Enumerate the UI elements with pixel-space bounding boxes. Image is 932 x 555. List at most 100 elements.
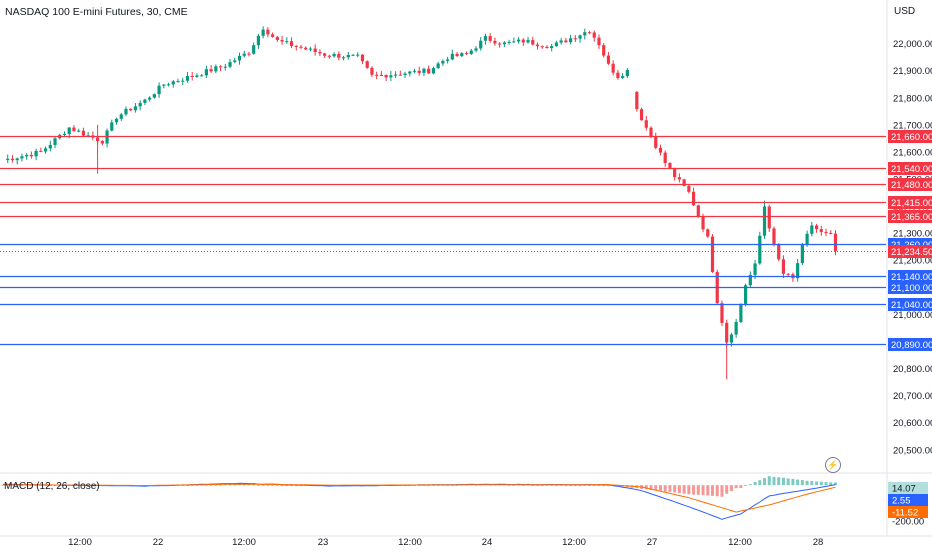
candle-body bbox=[516, 39, 521, 42]
candle-body bbox=[412, 70, 417, 72]
macd-histogram-bar bbox=[441, 485, 445, 486]
macd-histogram-bar bbox=[578, 485, 582, 486]
macd-histogram-bar bbox=[185, 485, 189, 486]
candle-body bbox=[819, 229, 823, 233]
candle-body bbox=[289, 41, 294, 46]
candle-body bbox=[34, 150, 38, 157]
candle-body bbox=[786, 273, 790, 275]
candle-body bbox=[341, 57, 346, 59]
macd-histogram-bar bbox=[569, 485, 573, 486]
macd-histogram-bar bbox=[824, 482, 828, 486]
macd-histogram-bar bbox=[446, 485, 450, 486]
level-price-label: 21,040.00 bbox=[891, 300, 932, 311]
candle-body bbox=[441, 60, 445, 64]
candle-body bbox=[308, 48, 313, 50]
candle-body bbox=[313, 48, 317, 53]
macd-histogram-bar bbox=[767, 476, 771, 486]
macd-histogram-bar bbox=[725, 485, 729, 494]
time-axis-label: 12:00 bbox=[562, 537, 586, 548]
candle-body bbox=[228, 62, 232, 67]
candle-body bbox=[720, 303, 724, 323]
macd-histogram-bar bbox=[204, 484, 208, 486]
price-tick-label: 20,500.00 bbox=[893, 445, 932, 456]
candle-body bbox=[233, 60, 237, 63]
macd-histogram-bar bbox=[450, 485, 454, 486]
macd-title: MACD (12, 26, close) bbox=[4, 481, 100, 492]
candle-body bbox=[294, 45, 298, 47]
candle-body bbox=[398, 74, 402, 76]
candle-body bbox=[119, 114, 123, 119]
candle-body bbox=[124, 108, 128, 115]
macd-histogram-bar bbox=[44, 485, 48, 486]
macd-histogram-bar bbox=[195, 484, 199, 486]
candle-body bbox=[252, 45, 256, 54]
currency-label[interactable]: USD bbox=[894, 6, 916, 17]
macd-histogram-bar bbox=[592, 485, 596, 486]
candle-body bbox=[271, 34, 275, 37]
macd-histogram-bar bbox=[810, 481, 814, 486]
candle-body bbox=[583, 32, 587, 36]
last-price-tag bbox=[888, 245, 932, 258]
candle-body bbox=[687, 185, 691, 192]
macd-histogram-value: 14.07 bbox=[892, 484, 916, 495]
candle-body bbox=[67, 127, 71, 134]
candle-body bbox=[337, 53, 341, 58]
macd-histogram-bar bbox=[663, 485, 667, 492]
macd-histogram-bar bbox=[1, 484, 5, 486]
candle-body bbox=[261, 29, 265, 36]
candle-body bbox=[446, 59, 450, 61]
candle-body bbox=[360, 54, 365, 62]
candle-body bbox=[729, 334, 734, 343]
candle-body bbox=[450, 53, 454, 60]
candle-body bbox=[379, 74, 383, 76]
candle-body bbox=[157, 85, 161, 95]
macd-histogram-bar bbox=[256, 484, 260, 486]
candle-body bbox=[332, 53, 336, 57]
level-price-tag bbox=[888, 210, 932, 223]
candle-body bbox=[20, 156, 24, 159]
level-price-tag bbox=[888, 162, 932, 175]
level-price-label: 21,660.00 bbox=[891, 132, 932, 143]
macd-histogram-bar bbox=[588, 485, 592, 486]
candle-body bbox=[176, 81, 180, 83]
macd-histogram-bar bbox=[285, 485, 289, 486]
macd-histogram-bar bbox=[673, 485, 677, 493]
candle-body bbox=[526, 40, 530, 43]
candle-body bbox=[744, 285, 748, 304]
candle-body bbox=[611, 63, 615, 73]
macd-histogram-bar bbox=[252, 484, 256, 486]
macd-histogram-bar bbox=[507, 484, 511, 486]
macd-histogram-bar bbox=[777, 477, 781, 486]
lightning-bolt-icon[interactable]: ⚡ bbox=[825, 457, 841, 473]
candle-body bbox=[810, 225, 814, 234]
macd-histogram-bar bbox=[58, 485, 62, 486]
macd-signal-value: -11.52 bbox=[892, 508, 918, 519]
price-tick-label: 21,700.00 bbox=[893, 120, 932, 131]
candle-body bbox=[285, 41, 289, 43]
candle-body bbox=[275, 36, 279, 40]
candle-body bbox=[493, 40, 497, 44]
macd-histogram-bar bbox=[53, 485, 57, 486]
candle-body bbox=[710, 236, 715, 272]
candle-body bbox=[545, 46, 549, 49]
macd-histogram-bar bbox=[597, 485, 601, 486]
macd-histogram-bar bbox=[758, 480, 762, 486]
candle-body bbox=[408, 71, 412, 74]
candle-body bbox=[181, 80, 185, 82]
macd-histogram-bar bbox=[833, 482, 837, 486]
candle-body bbox=[474, 48, 478, 51]
candle-body bbox=[190, 76, 194, 78]
candle-body bbox=[43, 148, 48, 152]
macd-histogram-bar bbox=[573, 485, 577, 486]
macd-histogram-bar bbox=[540, 485, 544, 486]
candle-body bbox=[550, 46, 554, 49]
macd-histogram-bar bbox=[739, 485, 743, 489]
macd-histogram-bar bbox=[280, 485, 284, 486]
candle-body bbox=[753, 263, 757, 275]
candle-body bbox=[639, 109, 644, 121]
candle-body bbox=[100, 141, 104, 144]
level-price-tag bbox=[888, 178, 932, 191]
price-tick-label: 20,600.00 bbox=[893, 418, 932, 429]
